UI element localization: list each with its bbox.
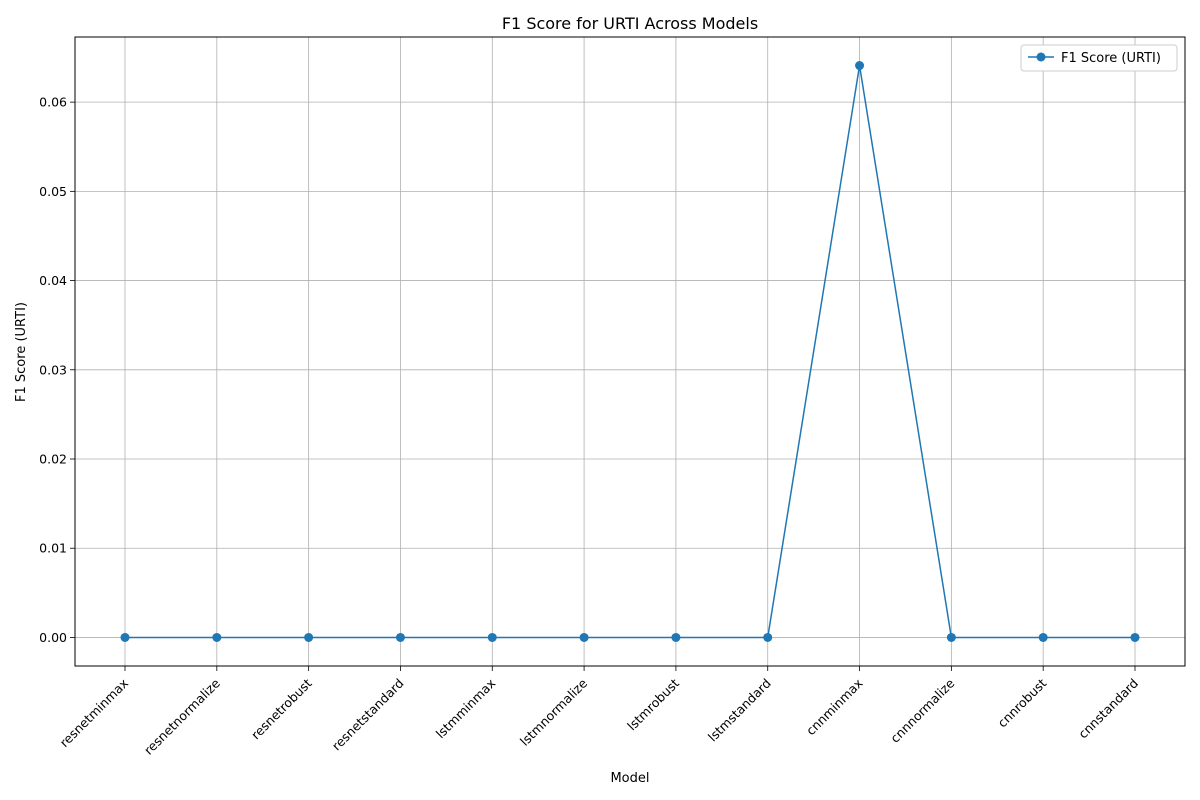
- y-axis: 0.00 0.01 0.02 0.03 0.04 0.05 0.06: [39, 95, 75, 645]
- data-point: [1038, 632, 1048, 642]
- x-tick-label: lstmstandard: [705, 676, 774, 745]
- legend-box: [1020, 44, 1178, 72]
- y-tick-label: 0.06: [39, 95, 67, 110]
- data-point: [304, 632, 314, 642]
- x-tick-label: cnnrobust: [995, 675, 1050, 730]
- x-tick-label: lstmminmax: [433, 676, 499, 742]
- x-axis-label: Model: [610, 771, 649, 786]
- y-axis-label: F1 Score (URTI): [14, 302, 29, 402]
- plot-frame: [74, 36, 1186, 667]
- data-point: [120, 632, 130, 642]
- x-axis: resnetminmax resnetnormalize resnetrobust r…: [57, 666, 1141, 758]
- data-point: [855, 61, 865, 71]
- data-point: [946, 632, 956, 642]
- x-tick-label: resnetminmax: [57, 676, 132, 751]
- legend-marker-icon: [1036, 52, 1046, 62]
- y-tick-label: 0.05: [39, 184, 67, 199]
- x-tick-label: resnetrobust: [248, 675, 315, 742]
- x-tick-label: lstmnormalize: [517, 675, 590, 748]
- x-tick-label: cnnnormalize: [887, 675, 957, 745]
- x-tick-label: cnnminmax: [803, 676, 866, 739]
- chart-title: F1 Score for URTI Across Models: [502, 14, 758, 33]
- data-point: [579, 632, 589, 642]
- data-point: [487, 632, 497, 642]
- x-tick-label: resnetstandard: [329, 676, 407, 754]
- series-line: [125, 65, 1135, 639]
- data-point: [395, 632, 405, 642]
- y-tick-label: 0.04: [39, 273, 67, 288]
- data-point: [212, 632, 222, 642]
- data-point: [763, 632, 773, 642]
- data-point: [1130, 632, 1140, 642]
- grid-lines: [75, 37, 1185, 666]
- series-group: [120, 61, 1140, 642]
- y-tick-label: 0.01: [39, 541, 67, 556]
- y-tick-label: 0.03: [39, 362, 67, 377]
- legend-label: F1 Score (URTI): [1061, 51, 1161, 66]
- y-tick-label: 0.00: [39, 630, 67, 645]
- data-point: [671, 632, 681, 642]
- x-tick-label: resnetnormalize: [141, 675, 223, 757]
- x-tick-label: cnnstandard: [1075, 676, 1141, 742]
- x-tick-label: lstmrobust: [624, 675, 682, 733]
- legend: F1 Score (URTI): [1020, 44, 1178, 72]
- y-tick-label: 0.02: [39, 452, 67, 467]
